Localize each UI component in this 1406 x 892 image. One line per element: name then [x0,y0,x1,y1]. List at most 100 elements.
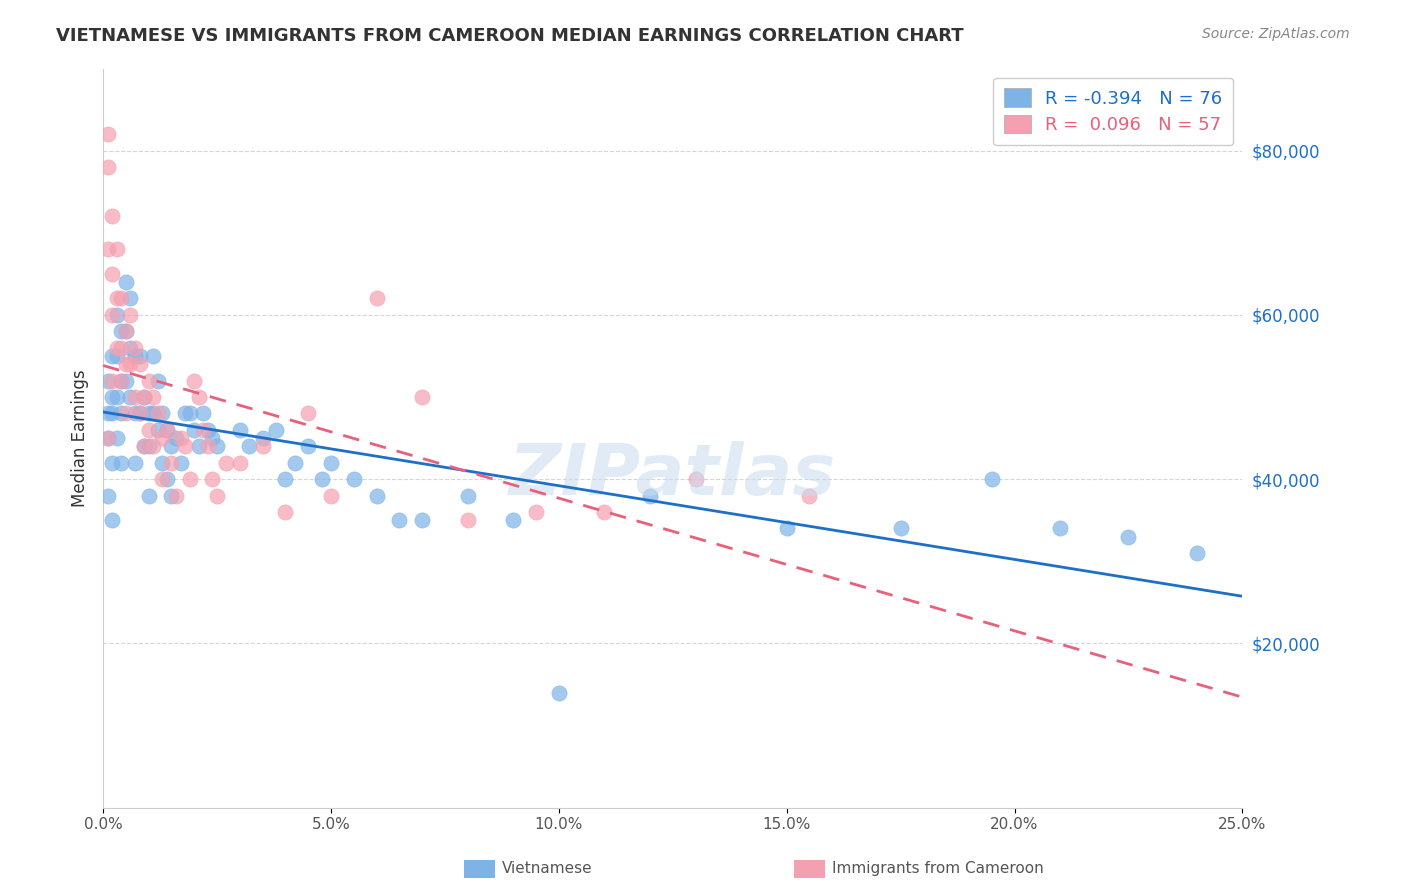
Point [105,242,128,256]
Point [124,407,146,421]
Text: VIETNAMESE VS IMMIGRANTS FROM CAMEROON MEDIAN EARNINGS CORRELATION CHART: VIETNAMESE VS IMMIGRANTS FROM CAMEROON M… [56,27,965,45]
Point [101,349,124,363]
Point [101,456,124,470]
Point [457,489,479,503]
Point [101,210,124,224]
Point [169,456,191,470]
Point [97,374,120,388]
Text: ZIPatlas: ZIPatlas [509,441,837,509]
Point [110,407,132,421]
Point [156,423,179,437]
Point [120,341,142,355]
Point [593,505,616,519]
Point [110,324,132,338]
Point [97,127,120,141]
Point [138,423,160,437]
Point [124,390,146,404]
Point [197,439,219,453]
Point [411,390,433,404]
Point [193,423,215,437]
Point [297,439,319,453]
Point [266,423,288,437]
Point [146,407,169,421]
Point [274,472,297,486]
Point [205,489,228,503]
Point [1118,530,1140,544]
Point [179,472,201,486]
Point [238,439,260,453]
Point [101,267,124,281]
Point [457,513,479,527]
Point [124,456,146,470]
Point [105,341,128,355]
Legend: R = -0.394   N = 76, R =  0.096   N = 57: R = -0.394 N = 76, R = 0.096 N = 57 [993,78,1233,145]
Point [138,489,160,503]
Point [165,431,187,445]
Point [776,521,799,535]
Point [890,521,912,535]
Point [105,390,128,404]
Point [799,489,821,503]
Point [101,407,124,421]
Point [205,439,228,453]
Point [105,308,128,322]
Point [115,324,138,338]
Point [179,407,201,421]
Point [97,431,120,445]
Point [101,513,124,527]
Point [105,292,128,306]
Point [134,439,156,453]
Point [411,513,433,527]
Point [524,505,547,519]
Point [110,374,132,388]
Point [110,341,132,355]
Point [105,349,128,363]
Point [297,407,319,421]
Point [124,349,146,363]
Point [187,390,209,404]
Point [174,439,197,453]
Point [252,439,274,453]
Point [319,456,342,470]
Point [105,431,128,445]
Point [138,439,160,453]
Point [97,407,120,421]
Point [120,292,142,306]
Point [502,513,524,527]
Point [201,472,224,486]
Point [201,431,224,445]
Point [120,390,142,404]
Point [215,456,238,470]
Text: Vietnamese: Vietnamese [502,862,592,876]
Point [150,456,173,470]
Point [134,390,156,404]
Point [366,489,388,503]
Point [146,374,169,388]
Y-axis label: Median Earnings: Median Earnings [72,369,89,507]
Point [160,456,183,470]
Point [128,407,150,421]
Point [229,456,252,470]
Point [160,439,183,453]
Point [547,686,569,700]
Point [174,407,197,421]
Point [97,489,120,503]
Point [1185,546,1208,560]
Point [128,349,150,363]
Point [638,489,661,503]
Point [110,456,132,470]
Point [187,439,209,453]
Point [115,324,138,338]
Point [169,431,191,445]
Point [138,407,160,421]
Point [156,472,179,486]
Text: Immigrants from Cameroon: Immigrants from Cameroon [832,862,1045,876]
Point [115,357,138,371]
Point [980,472,1002,486]
Point [101,374,124,388]
Point [366,292,388,306]
Point [229,423,252,437]
Point [183,423,205,437]
Point [115,407,138,421]
Point [274,505,297,519]
